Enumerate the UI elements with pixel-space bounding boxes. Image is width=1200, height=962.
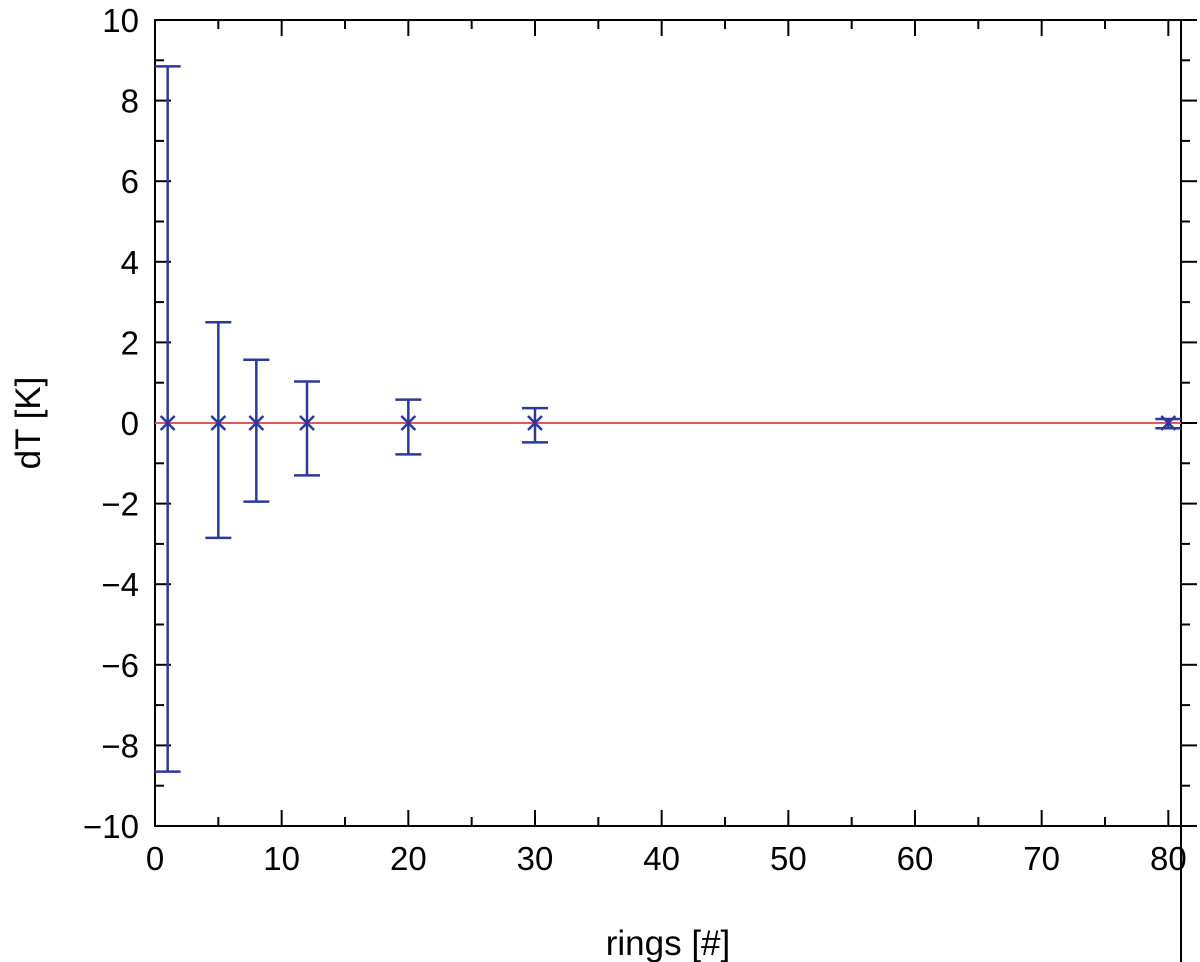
y-tick-label: 8 xyxy=(121,83,139,120)
y-tick-labels: −10 −8 −6 −4 −2 0 2 4 6 8 10 xyxy=(83,2,139,845)
x-tick-label: 30 xyxy=(517,840,554,877)
y-tick-label: −2 xyxy=(101,486,139,523)
x-tick-label: 70 xyxy=(1023,840,1060,877)
data-point-marker xyxy=(299,415,315,431)
y-tick-label: 6 xyxy=(121,163,139,200)
data-point-marker xyxy=(527,415,543,431)
data-point-marker xyxy=(400,415,417,431)
y-tick-label: −4 xyxy=(101,566,139,603)
y-tick-label: −10 xyxy=(83,808,139,845)
data-point-marker xyxy=(210,415,227,431)
data-point-marker xyxy=(1160,415,1177,431)
x-tick-labels: 0 10 20 30 40 50 60 70 80 xyxy=(146,840,1187,877)
x-tick-label: 20 xyxy=(390,840,427,877)
x-tick-label: 60 xyxy=(897,840,934,877)
y-tick-label: 0 xyxy=(121,405,139,442)
x-tick-label: 50 xyxy=(770,840,807,877)
x-axis-label: rings [#] xyxy=(606,924,731,962)
x-tick-label: 80 xyxy=(1150,840,1187,877)
data-points xyxy=(154,65,1182,773)
axis-ticks xyxy=(154,19,1197,827)
y-tick-label: 4 xyxy=(121,244,139,281)
data-point-marker xyxy=(159,415,176,431)
x-tick-label: 10 xyxy=(263,840,300,877)
x-tick-label: 0 xyxy=(146,840,164,877)
y-tick-label: −8 xyxy=(101,727,139,764)
y-tick-label: 10 xyxy=(102,2,139,39)
y-tick-label: 2 xyxy=(121,324,139,361)
x-tick-label: 40 xyxy=(643,840,680,877)
data-point-marker xyxy=(248,415,265,431)
y-axis-label: dT [K] xyxy=(9,377,48,470)
y-tick-label: −6 xyxy=(101,647,139,684)
